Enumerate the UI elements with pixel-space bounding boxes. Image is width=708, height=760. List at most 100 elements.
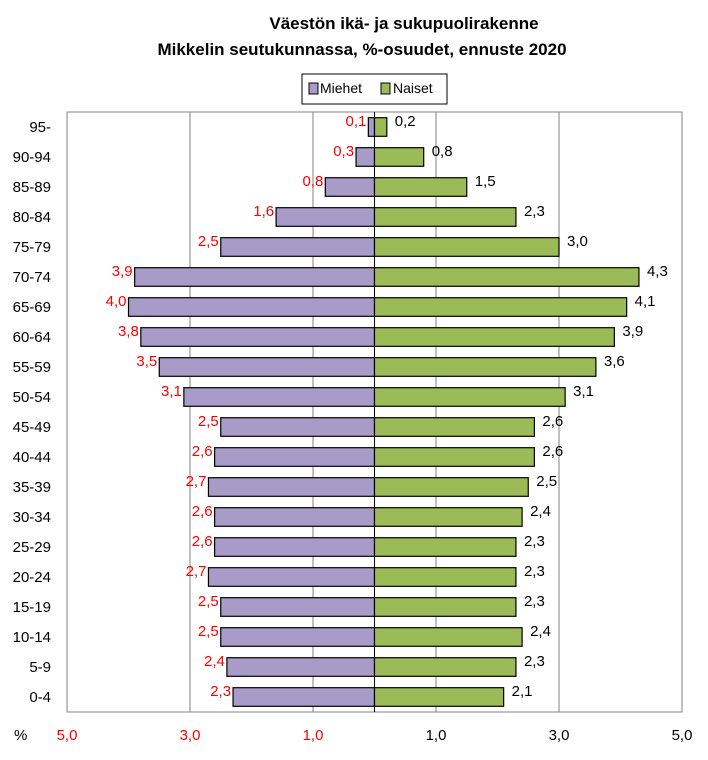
data-label-miehet-70-74: 3,9 bbox=[112, 263, 133, 280]
category-label-45-49: 45-49 bbox=[13, 419, 51, 436]
bar-miehet-70-74 bbox=[134, 267, 376, 287]
legend-label-naiset: Naiset bbox=[393, 80, 433, 96]
chart-title-line-1: Väestön ikä- ja sukupuolirakenne bbox=[269, 14, 538, 33]
data-label-naiset-5-9: 2,3 bbox=[524, 653, 545, 670]
bar-miehet-75-79 bbox=[220, 237, 376, 257]
category-label-0-4: 0-4 bbox=[29, 689, 51, 706]
category-label-50-54: 50-54 bbox=[13, 389, 51, 406]
category-label-70-74: 70-74 bbox=[13, 269, 51, 286]
bar-miehet-90-94 bbox=[355, 147, 376, 167]
data-label-naiset-20-24: 2,3 bbox=[524, 563, 545, 580]
data-label-miehet-5-9: 2,4 bbox=[204, 653, 225, 670]
bar-miehet-25-29 bbox=[214, 537, 376, 557]
bar-miehet-20-24 bbox=[207, 567, 376, 587]
legend-swatch-miehet bbox=[308, 82, 319, 95]
category-labels: 95- 90-94 85-89 80-84 75-79 70-74 65-69 60-64 55… bbox=[13, 119, 51, 706]
data-label-miehet-75-79: 2,5 bbox=[198, 233, 219, 250]
category-label-75-79: 75-79 bbox=[13, 239, 51, 256]
bar-miehet-50-54 bbox=[183, 387, 376, 407]
bar-naiset-30-34 bbox=[373, 507, 523, 527]
data-label-naiset-85-89: 1,5 bbox=[475, 173, 496, 190]
data-label-naiset-90-94: 0,8 bbox=[432, 143, 453, 160]
data-label-naiset-70-74: 4,3 bbox=[647, 263, 668, 280]
data-labels: 0,1 0,2 0,3 0,8 0,8 1,5 1,6 2,3 2,5 3,0 3,9 4,3 4,0 4… bbox=[106, 113, 668, 700]
data-label-naiset-45-49: 2,6 bbox=[542, 413, 563, 430]
data-label-naiset-65-69: 4,1 bbox=[635, 293, 656, 310]
data-label-naiset-75-79: 3,0 bbox=[567, 233, 588, 250]
bar-naiset-75-79 bbox=[373, 237, 560, 257]
category-label-35-39: 35-39 bbox=[13, 479, 51, 496]
data-label-miehet-85-89: 0,8 bbox=[302, 173, 323, 190]
bar-naiset-15-19 bbox=[373, 597, 517, 617]
legend-swatch-naiset bbox=[380, 82, 391, 95]
bar-naiset-65-69 bbox=[373, 297, 628, 317]
data-label-miehet-55-59: 3,5 bbox=[136, 353, 157, 370]
bar-naiset-85-89 bbox=[373, 177, 468, 197]
data-label-naiset-0-4: 2,1 bbox=[512, 683, 533, 700]
category-label-90-94: 90-94 bbox=[13, 149, 51, 166]
category-label-60-64: 60-64 bbox=[13, 329, 51, 346]
data-label-miehet-45-49: 2,5 bbox=[198, 413, 219, 430]
bar-naiset-5-9 bbox=[373, 657, 517, 677]
data-label-naiset-95-: 0,2 bbox=[395, 113, 416, 130]
bar-naiset-50-54 bbox=[373, 387, 566, 407]
data-label-naiset-40-44: 2,6 bbox=[542, 443, 563, 460]
category-label-80-84: 80-84 bbox=[13, 209, 51, 226]
chart-title-line-2: Mikkelin seutukunnassa, %-osuudet, ennus… bbox=[157, 40, 566, 59]
category-label-5-9: 5-9 bbox=[29, 659, 51, 676]
data-label-naiset-30-34: 2,4 bbox=[530, 503, 551, 520]
category-label-55-59: 55-59 bbox=[13, 359, 51, 376]
bar-naiset-40-44 bbox=[373, 447, 535, 467]
bar-miehet-30-34 bbox=[214, 507, 376, 527]
data-label-miehet-40-44: 2,6 bbox=[192, 443, 213, 460]
data-label-miehet-50-54: 3,1 bbox=[161, 383, 182, 400]
data-label-naiset-60-64: 3,9 bbox=[622, 323, 643, 340]
bar-naiset-55-59 bbox=[373, 357, 597, 377]
bar-naiset-95- bbox=[373, 117, 388, 137]
bars bbox=[127, 117, 640, 707]
legend-box bbox=[301, 73, 448, 105]
data-label-miehet-80-84: 1,6 bbox=[253, 203, 274, 220]
bar-miehet-65-69 bbox=[127, 297, 376, 317]
data-label-naiset-80-84: 2,3 bbox=[524, 203, 545, 220]
category-label-40-44: 40-44 bbox=[13, 449, 51, 466]
bar-miehet-10-14 bbox=[220, 627, 376, 647]
bar-naiset-20-24 bbox=[373, 567, 517, 587]
data-label-miehet-10-14: 2,5 bbox=[198, 623, 219, 640]
data-label-miehet-65-69: 4,0 bbox=[106, 293, 127, 310]
x-tick-label-2: 1,0 bbox=[303, 727, 324, 744]
x-tick-label-4: 3,0 bbox=[549, 727, 570, 744]
category-label-65-69: 65-69 bbox=[13, 299, 51, 316]
data-label-naiset-55-59: 3,6 bbox=[604, 353, 625, 370]
data-label-naiset-25-29: 2,3 bbox=[524, 533, 545, 550]
bar-miehet-0-4 bbox=[232, 687, 376, 707]
data-label-naiset-15-19: 2,3 bbox=[524, 593, 545, 610]
category-label-30-34: 30-34 bbox=[13, 509, 51, 526]
bar-naiset-35-39 bbox=[373, 477, 529, 497]
legend-label-miehet: Miehet bbox=[320, 80, 362, 96]
bar-miehet-80-84 bbox=[275, 207, 376, 227]
x-tick-label-5: 5,0 bbox=[672, 727, 693, 744]
bar-miehet-85-89 bbox=[324, 177, 376, 197]
bar-naiset-0-4 bbox=[373, 687, 505, 707]
bar-miehet-15-19 bbox=[220, 597, 376, 617]
data-label-miehet-0-4: 2,3 bbox=[210, 683, 231, 700]
category-label-85-89: 85-89 bbox=[13, 179, 51, 196]
bar-naiset-70-74 bbox=[373, 267, 640, 287]
category-label-25-29: 25-29 bbox=[13, 539, 51, 556]
data-label-naiset-35-39: 2,5 bbox=[536, 473, 557, 490]
x-tick-label-3: 1,0 bbox=[426, 727, 447, 744]
data-label-miehet-30-34: 2,6 bbox=[192, 503, 213, 520]
bar-naiset-90-94 bbox=[373, 147, 425, 167]
category-label-20-24: 20-24 bbox=[13, 569, 51, 586]
data-label-miehet-90-94: 0,3 bbox=[333, 143, 354, 160]
x-axis-ticks: 5,0 3,0 1,0 1,0 3,0 5,0 bbox=[57, 727, 693, 744]
x-tick-label-0: 5,0 bbox=[57, 727, 78, 744]
category-label-15-19: 15-19 bbox=[13, 599, 51, 616]
data-label-miehet-60-64: 3,8 bbox=[118, 323, 139, 340]
data-label-miehet-95-: 0,1 bbox=[345, 113, 366, 130]
category-label-10-14: 10-14 bbox=[13, 629, 51, 646]
legend: Miehet Naiset bbox=[301, 73, 448, 105]
data-label-miehet-35-39: 2,7 bbox=[186, 473, 207, 490]
bar-miehet-55-59 bbox=[158, 357, 376, 377]
